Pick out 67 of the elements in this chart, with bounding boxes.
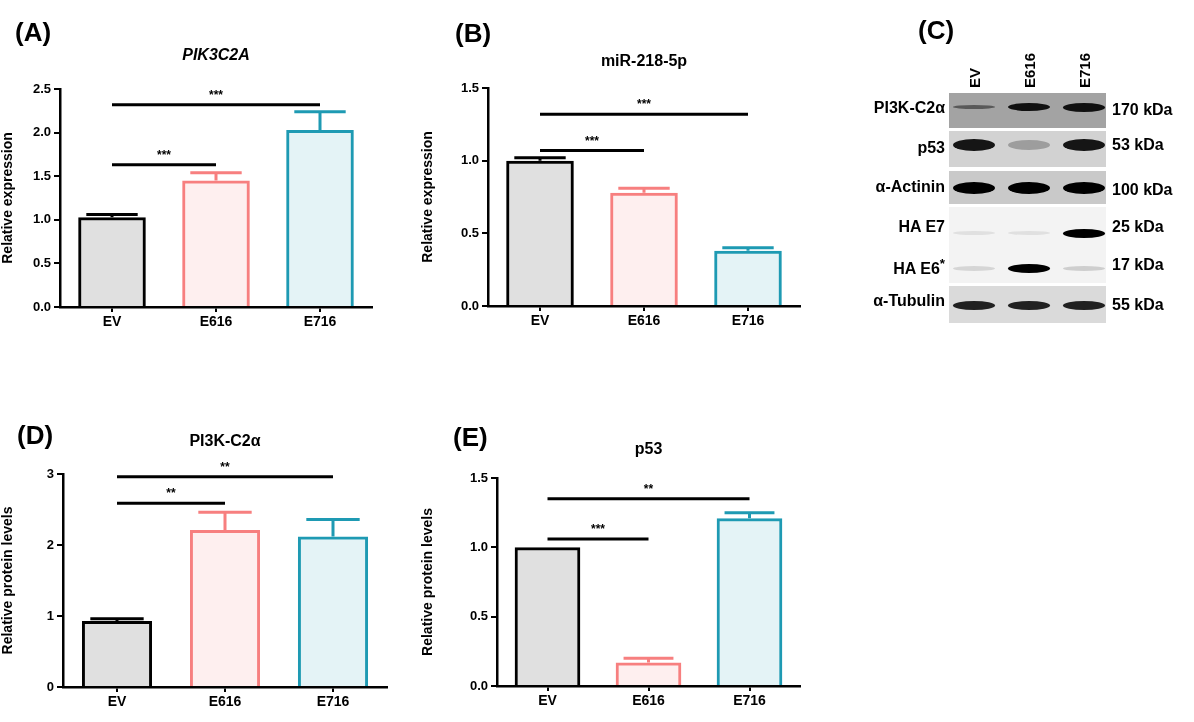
y-tick-label: 3 bbox=[46, 465, 54, 481]
x-tick-label: EV bbox=[102, 313, 122, 330]
y-axis-title: Relative protein levels bbox=[419, 507, 436, 656]
x-tick-label: E616 bbox=[208, 693, 242, 710]
text: (D) bbox=[17, 420, 54, 451]
annotation: *** bbox=[208, 88, 224, 103]
y-tick-label: 1.0 bbox=[32, 211, 51, 227]
chart-title: PIK3C2A bbox=[182, 46, 250, 64]
y-tick-label: 1.5 bbox=[460, 79, 479, 95]
y-tick-label: 0.5 bbox=[32, 254, 51, 270]
x-tick-label: E616 bbox=[199, 313, 233, 330]
x-tick-label: E716 bbox=[733, 692, 767, 709]
annotation: *** bbox=[636, 97, 652, 112]
chart-title: p53 bbox=[634, 440, 663, 458]
y-tick-label: 2 bbox=[46, 536, 54, 552]
category-label: E716 bbox=[1076, 52, 1094, 88]
category-label: 100 kDa bbox=[1112, 181, 1173, 199]
y-axis-title: Relative protein levels bbox=[0, 506, 16, 655]
category-label: HA E6$^{*}$ bbox=[893, 255, 945, 277]
x-tick-label: E616 bbox=[627, 312, 661, 329]
category-label: 53 kDa bbox=[1112, 136, 1164, 154]
category-label: α-Actinin bbox=[875, 178, 945, 196]
x-tick-label: EV bbox=[530, 312, 550, 329]
annotation: ** bbox=[166, 486, 176, 501]
bar bbox=[714, 250, 782, 305]
x-tick-label: EV bbox=[107, 693, 127, 710]
text: (B) bbox=[455, 18, 492, 49]
category-label: 17 kDa bbox=[1112, 256, 1164, 274]
annotation: ** bbox=[643, 482, 654, 497]
category-label: PI3K-C2α bbox=[873, 99, 945, 117]
text: (E) bbox=[453, 422, 488, 453]
y-tick-label: 1.5 bbox=[469, 469, 488, 485]
category-label: α-Tubulin bbox=[873, 292, 945, 310]
category-label: p53 bbox=[917, 139, 945, 157]
text: (C) bbox=[918, 15, 955, 45]
x-tick-label: EV bbox=[538, 692, 558, 709]
category-label: 25 kDa bbox=[1112, 218, 1164, 236]
y-axis-title: Relative expression bbox=[0, 132, 16, 264]
x-tick-label: E716 bbox=[731, 312, 765, 329]
y-tick-label: 1.5 bbox=[32, 167, 51, 183]
y-tick-label: 1 bbox=[46, 607, 54, 623]
y-tick-label: 0.5 bbox=[460, 224, 479, 240]
y-tick-label: 2.5 bbox=[32, 80, 51, 96]
chart-title: miR-218-5p bbox=[600, 52, 688, 70]
y-tick-label: 2.0 bbox=[32, 124, 51, 140]
category-label: 55 kDa bbox=[1112, 296, 1164, 314]
x-tick-label: E716 bbox=[303, 313, 337, 330]
text: (A) bbox=[15, 17, 52, 48]
annotation: *** bbox=[584, 133, 600, 148]
category-label: EV bbox=[966, 67, 984, 88]
y-tick-label: 1.0 bbox=[460, 152, 479, 168]
category-label: HA E7 bbox=[898, 218, 945, 236]
category-label: E616 bbox=[1021, 52, 1039, 88]
y-tick-label: 0.0 bbox=[460, 297, 479, 313]
y-tick-label: 0.0 bbox=[32, 298, 51, 314]
y-tick-label: 0.5 bbox=[469, 608, 488, 624]
annotation: *** bbox=[156, 148, 172, 163]
x-tick-label: E716 bbox=[316, 693, 350, 710]
y-tick-label: 0.0 bbox=[469, 677, 488, 693]
x-tick-label: E616 bbox=[632, 692, 666, 709]
annotation: ** bbox=[220, 460, 230, 475]
y-tick-label: 0 bbox=[46, 678, 54, 694]
y-tick-label: 1.0 bbox=[469, 538, 488, 554]
y-axis-title: Relative expression bbox=[419, 131, 436, 263]
chart-title: PI3K-C2α bbox=[189, 432, 261, 450]
annotation: *** bbox=[590, 522, 606, 537]
category-label: 170 kDa bbox=[1112, 101, 1173, 119]
